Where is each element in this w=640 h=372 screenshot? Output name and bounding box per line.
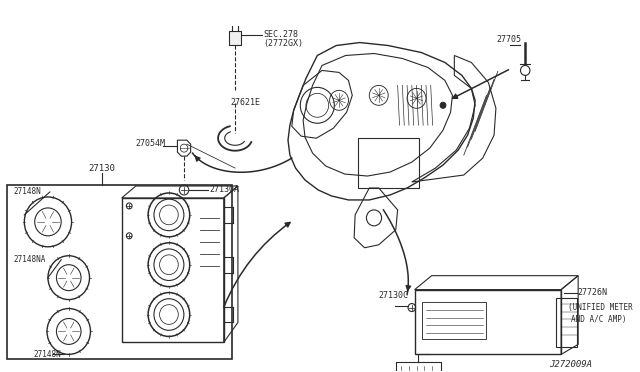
Bar [229,31,241,45]
Bar [358,138,419,188]
Text: (UNIFIED METER: (UNIFIED METER [568,303,632,312]
Text: 27148NA: 27148NA [14,255,46,264]
Text: (2772GX): (2772GX) [264,39,303,48]
Text: 27130: 27130 [88,164,115,173]
FancyArrowPatch shape [224,222,290,307]
Text: 27054M: 27054M [136,139,166,148]
Text: 27130A: 27130A [209,186,239,195]
Text: J272009A: J272009A [549,360,592,369]
Text: 27148N: 27148N [14,187,42,196]
Text: AND A/C AMP): AND A/C AMP) [571,315,626,324]
Bar [415,290,561,355]
Bar [556,298,577,347]
Bar [7,185,232,359]
Bar [396,362,441,372]
Text: SEC.278: SEC.278 [264,30,298,39]
Bar [122,198,224,342]
FancyArrowPatch shape [452,70,509,98]
Text: 27148N: 27148N [34,350,61,359]
Text: 27726N: 27726N [577,288,607,297]
Circle shape [440,102,446,108]
Text: 27621E: 27621E [230,98,260,108]
Bar [422,302,486,339]
Text: 27130C: 27130C [379,291,409,300]
Text: 27705: 27705 [497,35,522,44]
